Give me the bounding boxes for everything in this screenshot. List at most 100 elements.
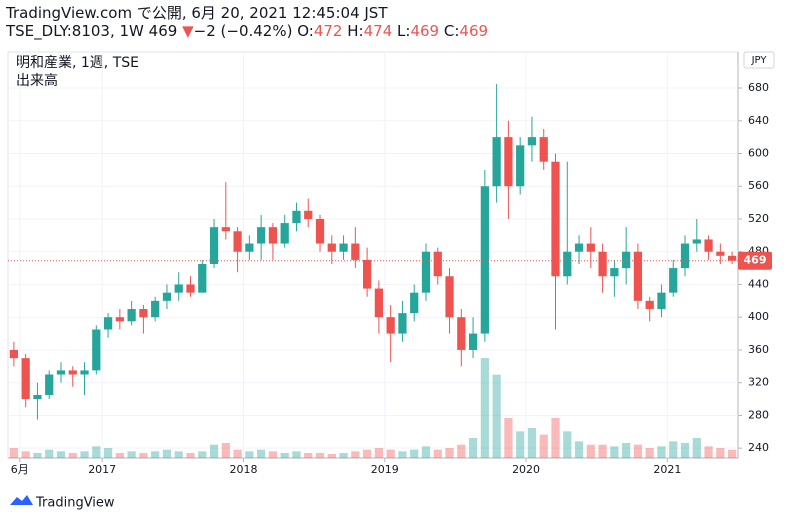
candle-body (304, 210, 313, 219)
candle-body (657, 292, 666, 310)
volume-bar (174, 451, 183, 458)
currency: JPY (751, 55, 768, 66)
y-tick-label: 240 (748, 441, 769, 454)
candle-body (633, 251, 643, 301)
candle-body (445, 276, 454, 318)
volume-bar (127, 451, 136, 458)
y-tick-label: 360 (748, 343, 769, 356)
volume-bar (574, 441, 584, 458)
volume-bar (221, 443, 230, 458)
candle-body (339, 243, 348, 252)
footer: TradingView (35, 496, 115, 511)
o: 472 (313, 22, 343, 40)
x-tick-label: 2020 (512, 463, 540, 476)
volume-bar (33, 453, 42, 458)
candle-body (56, 370, 66, 375)
candle-body (351, 243, 360, 260)
candle-body (139, 309, 148, 318)
volume-bar (151, 451, 160, 458)
y-tick-label: 320 (748, 376, 769, 389)
l: 469 (410, 22, 440, 40)
candle-body (362, 259, 372, 289)
quote-line: TSE_DLY:8103, 1W 469 ▼−2 (−0.42%) O:472 … (6, 22, 488, 40)
legend-volume: 出来高 (16, 72, 58, 89)
y-tick-label: 600 (748, 147, 769, 160)
candle-body (162, 292, 172, 301)
volume-bar (669, 441, 678, 458)
candle-body (563, 251, 572, 277)
candle-body (468, 333, 478, 350)
candle-body (174, 284, 183, 293)
volume-bar (610, 446, 619, 458)
candle-body (704, 239, 713, 252)
volume-bar (9, 448, 19, 458)
volume-bar (292, 451, 301, 458)
volume-bar (198, 451, 207, 458)
candle-body (151, 300, 160, 318)
volume-bar (362, 449, 372, 458)
volume-bar (586, 444, 595, 458)
volume-bar (374, 448, 384, 458)
candle-body (516, 145, 525, 187)
volume-bar (657, 446, 666, 458)
volume-bar (386, 449, 395, 458)
volume-bar (339, 453, 348, 458)
volume-bar (716, 448, 725, 458)
candle-body (327, 243, 336, 252)
candle-body (716, 251, 725, 256)
candle-body (374, 288, 384, 318)
candle-body (398, 313, 407, 334)
legend-title: 明和産業, 1週, TSE (16, 55, 139, 71)
h-label: H: (347, 22, 364, 40)
candle-body (457, 317, 466, 350)
currency-box[interactable] (743, 51, 775, 69)
volume-bar (186, 453, 195, 458)
arrow: ▼ (182, 22, 194, 40)
x-tick-label: 2017 (88, 463, 116, 476)
volume-bar (457, 444, 466, 458)
candle-body (680, 243, 690, 269)
candle-body (315, 218, 325, 244)
volume-bar (103, 448, 113, 458)
volume-bar (551, 418, 560, 458)
y-tick-label: 680 (748, 81, 769, 94)
candle-body (645, 300, 654, 310)
candle-body (209, 227, 219, 265)
candle-body (527, 137, 537, 146)
candle-body (9, 349, 19, 359)
volume-bar (327, 454, 336, 458)
candle-body (292, 210, 301, 224)
volume-bar (492, 374, 501, 458)
candle-body (127, 309, 136, 322)
volume-bar (351, 451, 360, 458)
candle-body (68, 370, 77, 375)
candle-body (410, 292, 419, 314)
candle-body (186, 284, 195, 293)
volume-bar (680, 443, 690, 458)
volume-bar (209, 444, 219, 458)
volume-bar (516, 431, 525, 458)
y-tick-label: 280 (748, 408, 769, 421)
candle-body (539, 137, 548, 162)
candle-body (433, 251, 442, 277)
volume-bar (233, 449, 242, 458)
volume-bar (468, 438, 478, 458)
candle-body (198, 264, 207, 293)
volume-bar (645, 448, 654, 458)
volume-bar (527, 428, 537, 458)
volume-bar (598, 444, 607, 458)
volume-bar (410, 449, 419, 458)
volume-bar (633, 444, 643, 458)
volume-bar (68, 453, 77, 458)
candle-body (492, 137, 501, 187)
logo (10, 495, 33, 505)
volume-bar (727, 449, 737, 458)
volume-bar (80, 451, 89, 458)
candle-body (598, 251, 607, 277)
volume-bar (622, 443, 631, 458)
candle-body (692, 239, 701, 244)
volume-bar (421, 446, 431, 458)
c-label: C: (443, 22, 460, 40)
volume-bar (280, 453, 289, 458)
